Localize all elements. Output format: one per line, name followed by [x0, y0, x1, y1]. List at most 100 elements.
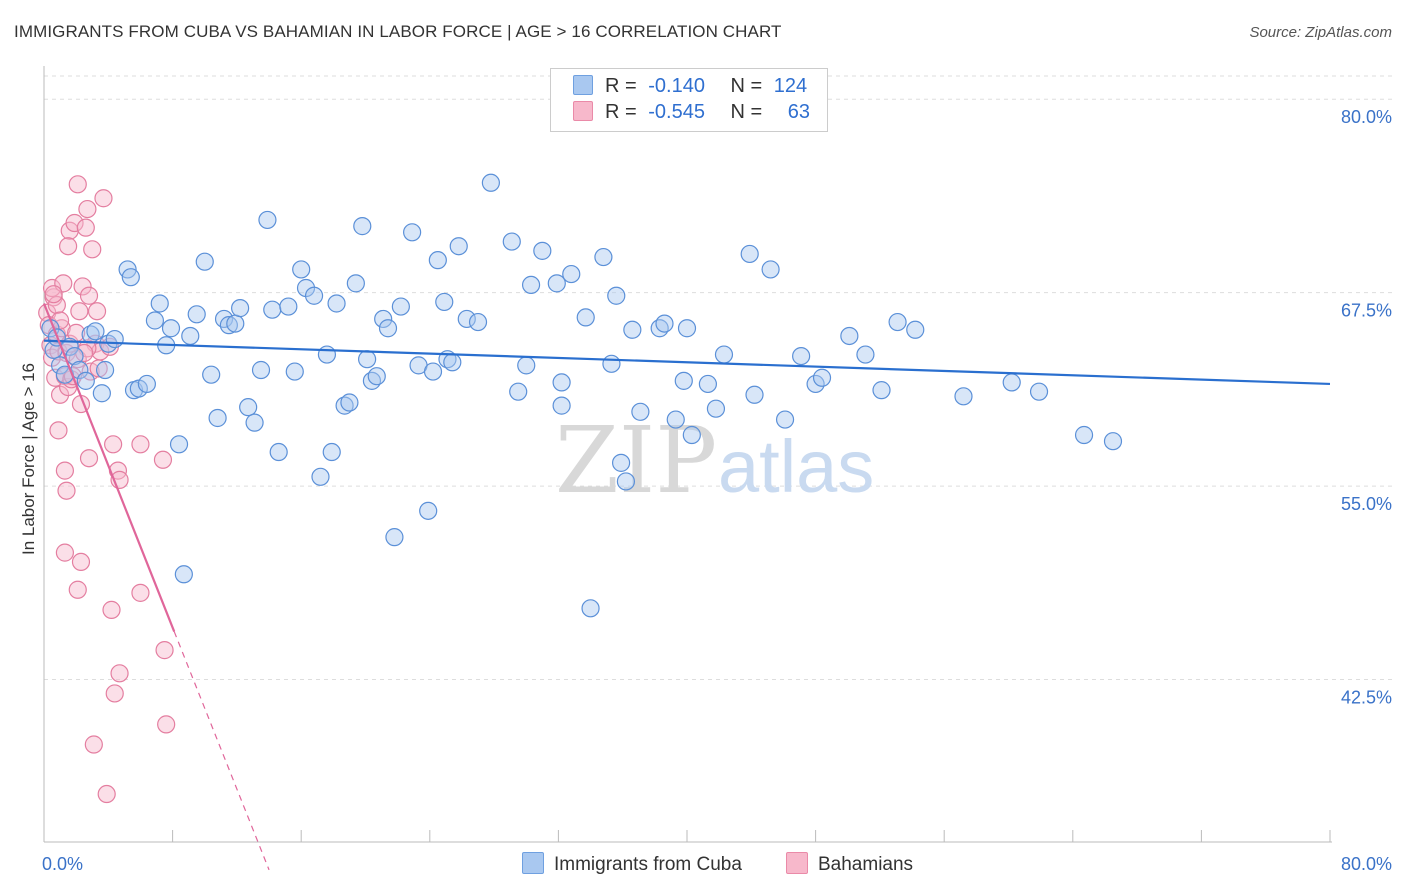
cuba-point: [792, 346, 811, 366]
cuba-point: [443, 353, 462, 372]
legend-r-label: R =: [605, 75, 637, 97]
bahamians-point: [89, 359, 108, 378]
cuba-point: [666, 410, 685, 429]
legend-n-label: N =: [730, 101, 763, 123]
cuba-point: [169, 435, 189, 454]
cuba-point: [594, 247, 613, 267]
bahamians-point: [68, 175, 87, 194]
bahamians-point: [153, 450, 173, 469]
cuba-point: [481, 173, 500, 192]
cuba-point: [906, 320, 925, 339]
series-label-bahamians: Bahamians: [818, 854, 914, 875]
bahamians-point: [83, 240, 102, 259]
cuba-point: [161, 319, 181, 338]
cuba-point: [105, 329, 124, 349]
correlation-legend: R = -0.140 N = 124 R = -0.545 N = 63: [550, 68, 828, 132]
watermark: ZIP atlas: [555, 407, 874, 514]
chart-title: IMMIGRANTS FROM CUBA VS BAHAMIAN IN LABO…: [14, 22, 782, 41]
cuba-point: [856, 345, 875, 364]
legend-r-label: R =: [605, 101, 637, 123]
cuba-point: [358, 350, 377, 369]
cuba-point: [468, 312, 488, 332]
cuba-point: [258, 210, 277, 230]
cuba-points: [41, 173, 1123, 618]
bahamians-point: [73, 277, 92, 296]
cuba-point: [92, 384, 111, 403]
x-tick-label-min: 0.0%: [42, 854, 83, 874]
bahamians-point: [105, 684, 124, 703]
bahamians-trend-extension: [173, 631, 270, 871]
cuba-point: [607, 286, 626, 305]
cuba-point: [86, 322, 105, 341]
bahamians-point: [71, 552, 91, 572]
cuba-point: [181, 326, 200, 346]
bahamians-point: [94, 189, 113, 208]
cuba-point: [509, 382, 528, 401]
bahamians-point: [44, 285, 63, 304]
bahamians-point: [104, 435, 123, 454]
legend-n-label: N =: [730, 75, 763, 97]
legend-r-value-cuba: -0.140: [648, 75, 705, 97]
trend-lines: [42, 303, 1331, 871]
cuba-point: [335, 396, 354, 415]
cuba-point: [187, 305, 206, 324]
y-tick-label: 55.0%: [1341, 494, 1392, 514]
series-swatch-cuba: [522, 852, 544, 874]
cuba-point: [745, 385, 764, 404]
cuba-point: [547, 274, 566, 293]
bahamians-point: [131, 435, 150, 454]
bahamians-point: [157, 715, 176, 734]
bahamians-point: [79, 286, 99, 305]
y-tick-label: 42.5%: [1341, 688, 1392, 708]
cuba-point: [322, 442, 341, 462]
series-legend-bahamians[interactable]: Bahamians: [786, 852, 913, 876]
cuba-point: [137, 374, 156, 394]
cuba-point: [698, 374, 717, 394]
cuba-point: [292, 260, 311, 279]
bahamians-point: [155, 641, 174, 660]
cuba-point: [145, 311, 165, 330]
cuba-point: [562, 264, 581, 284]
cuba-point: [682, 425, 701, 445]
bahamians-point: [76, 218, 95, 237]
cuba-point: [611, 453, 631, 472]
cuba-point: [202, 365, 221, 384]
source-label: Source: ZipAtlas.com: [1249, 24, 1392, 41]
cuba-point: [231, 299, 250, 318]
bahamians-point: [49, 421, 68, 440]
y-axis-label: In Labor Force | Age > 16: [19, 363, 38, 555]
cuba-point: [226, 314, 245, 333]
cuba-point: [150, 294, 169, 313]
bahamians-point: [110, 664, 129, 683]
cuba-point: [428, 251, 447, 270]
cuba-point: [552, 396, 571, 415]
axis-labels: 42.5% 55.0% 67.5% 80.0% 0.0% 80.0% In Labor Fo…: [19, 107, 1392, 874]
cuba-point: [888, 312, 907, 332]
bahamians-point: [102, 600, 121, 619]
cuba-point: [367, 367, 386, 386]
cuba-point: [208, 408, 227, 428]
cuba-point: [403, 223, 422, 242]
x-tick-label-max: 80.0%: [1341, 854, 1392, 874]
bahamians-point: [59, 237, 78, 256]
cuba-point: [76, 371, 95, 390]
cuba-point: [581, 599, 600, 618]
cuba-point: [533, 241, 552, 260]
series-legend-cuba[interactable]: Immigrants from Cuba: [522, 852, 742, 876]
watermark-atlas: atlas: [718, 425, 874, 508]
cuba-point: [954, 387, 973, 406]
cuba-point: [714, 345, 734, 364]
cuba-point: [378, 319, 398, 338]
bahamians-point: [131, 583, 150, 602]
cuba-point: [263, 300, 282, 319]
cuba-point: [521, 275, 541, 295]
cuba-point: [872, 381, 891, 400]
cuba-trend-line: [43, 339, 1331, 386]
cuba-point: [285, 362, 304, 381]
cuba-point: [423, 362, 443, 381]
cuba-point: [251, 360, 271, 380]
bahamians-point: [55, 543, 74, 562]
watermark-zip: ZIP: [555, 407, 717, 514]
legend-r-value-bahamians: -0.545: [648, 101, 705, 123]
